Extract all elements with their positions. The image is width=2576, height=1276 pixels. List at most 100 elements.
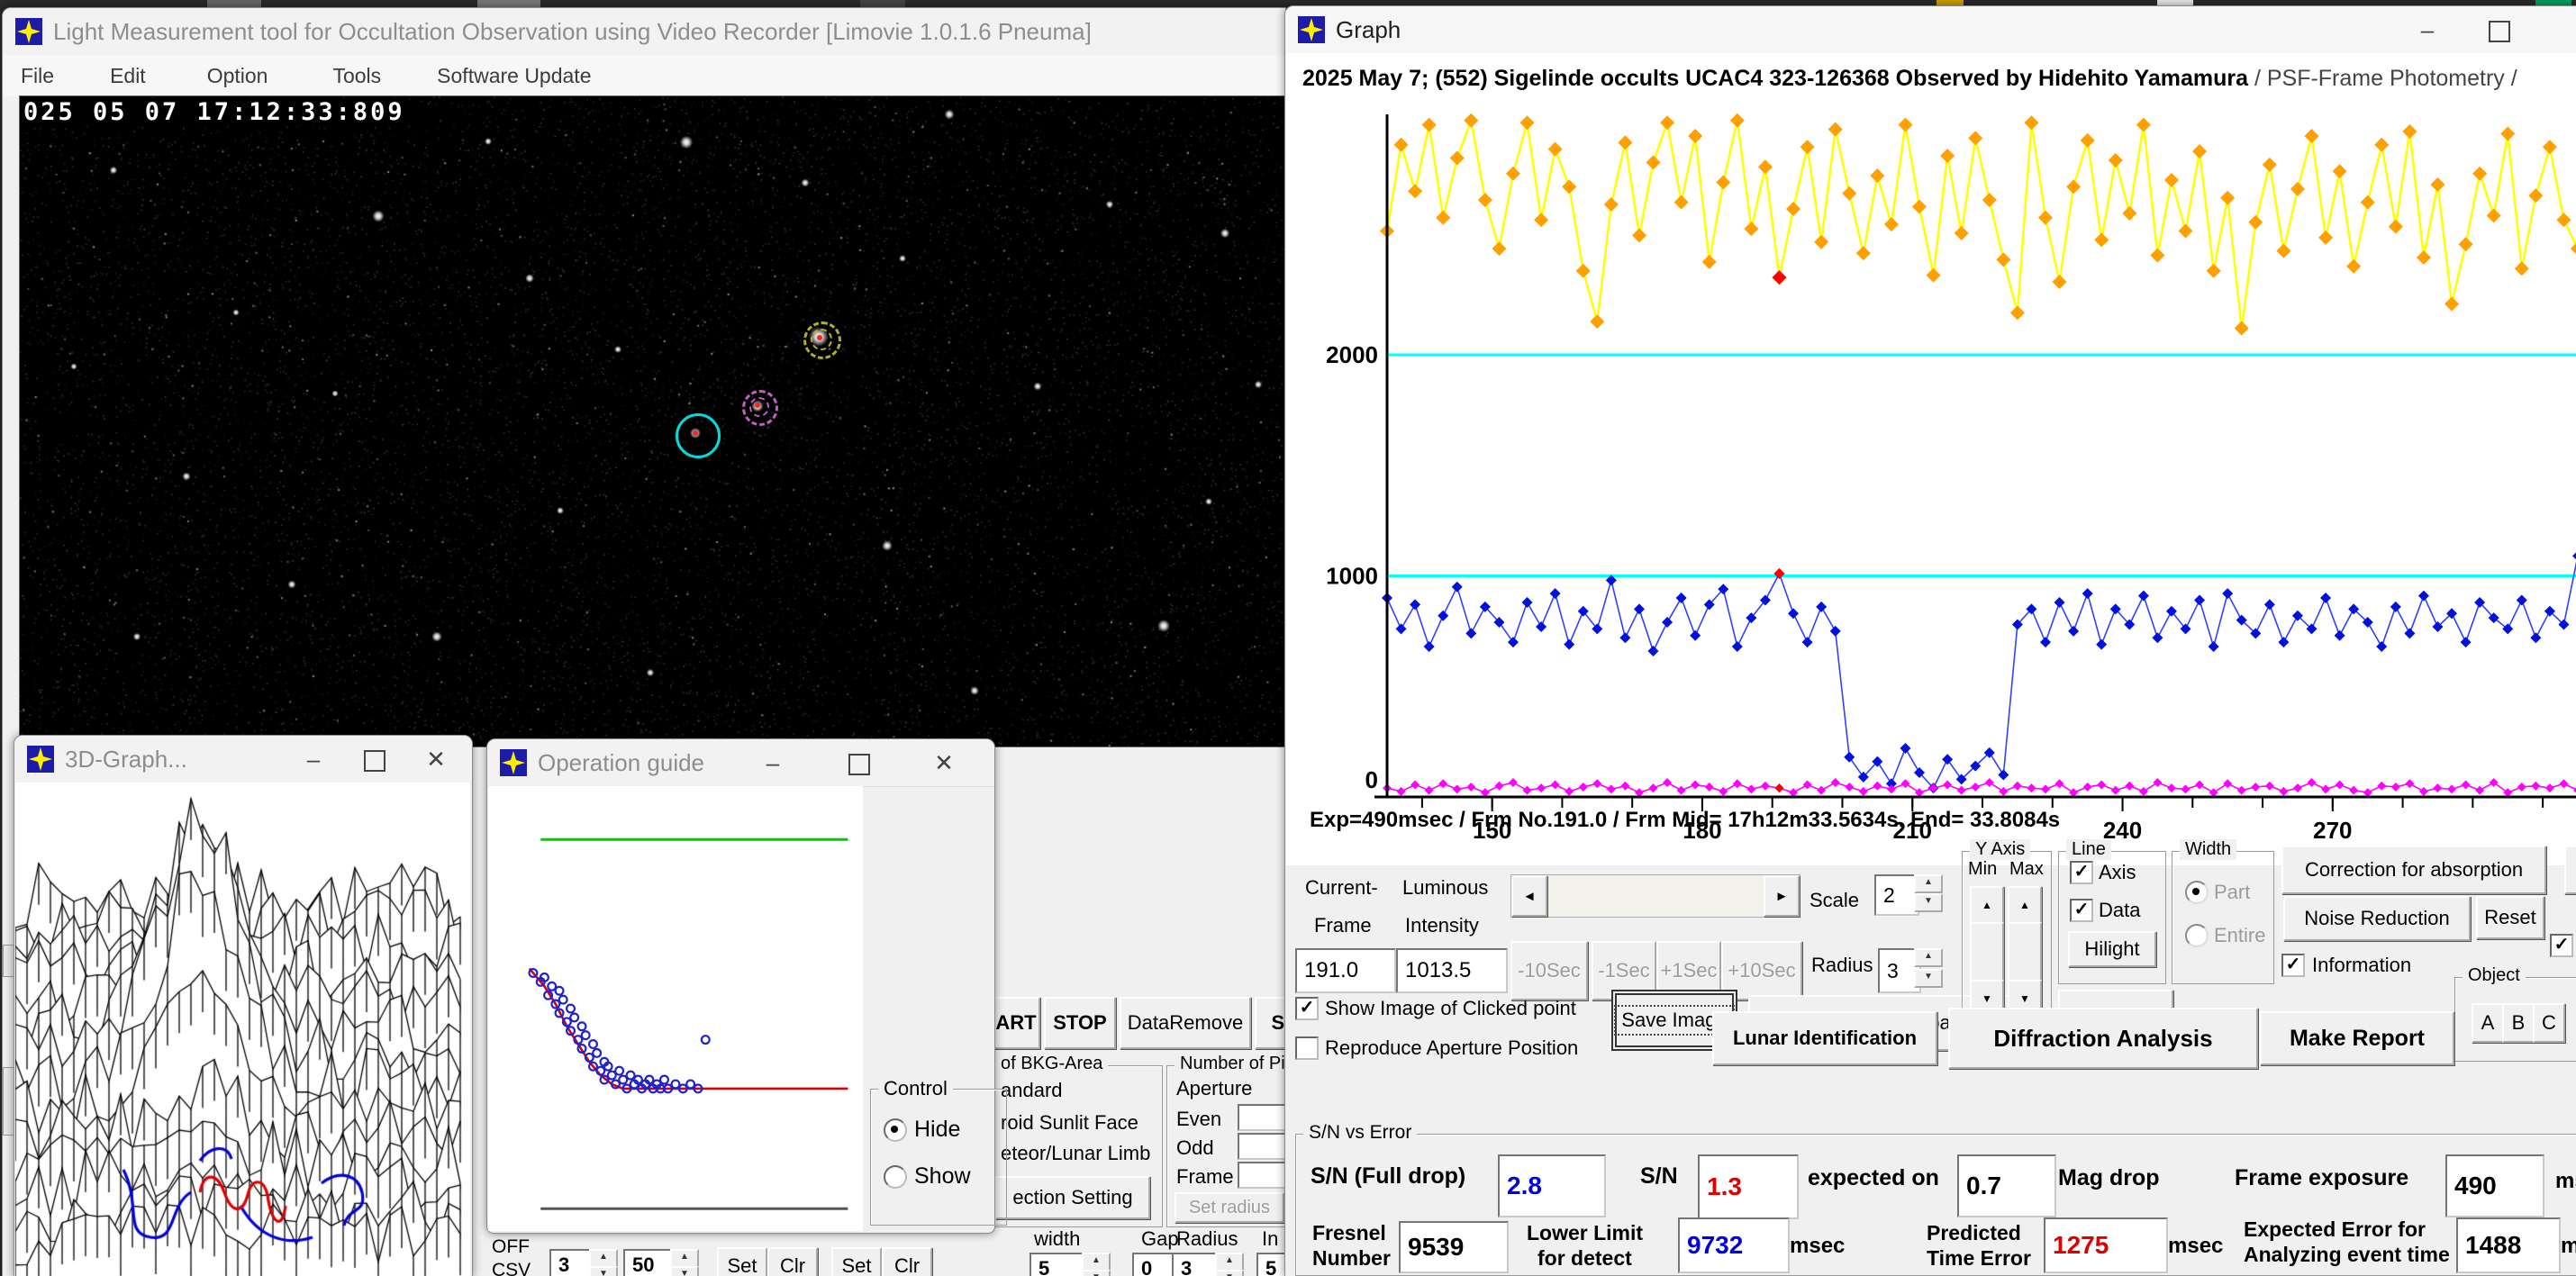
information-checkbox[interactable]: ✓: [2281, 954, 2305, 977]
current-frame-label-1: Current-: [1305, 876, 1378, 900]
graph-window: Graph – 2025 May 7; (552) Sigelinde occu…: [1284, 5, 2576, 1276]
bkg-asteroid-option[interactable]: roid Sunlit Face: [1001, 1111, 1138, 1135]
graph3d-client: [15, 783, 470, 1276]
ymin-track[interactable]: [1970, 922, 2004, 982]
graph-window-icon: [1298, 16, 1325, 43]
edge-checkbox[interactable]: ✓: [2550, 934, 2573, 957]
radius-spin-down[interactable]: ▼: [1215, 1270, 1244, 1276]
spin-b-up[interactable]: ▲: [670, 1249, 699, 1268]
lower-limit-value[interactable]: 9732: [1678, 1217, 1790, 1273]
bkg-meteor-option[interactable]: eteor/Lunar Limb: [1001, 1142, 1150, 1165]
bkg-area-group: of BKG-Area andard roid Sunlit Face eteo…: [987, 1065, 1163, 1227]
sn-full-drop-value[interactable]: 2.8: [1498, 1154, 1606, 1217]
radius-spin-down2[interactable]: ▼: [1914, 969, 1943, 988]
radius-spin-up2[interactable]: ▲: [1914, 948, 1943, 967]
menu-edit[interactable]: Edit: [101, 64, 155, 88]
reproduce-aperture-checkbox[interactable]: [1295, 1036, 1319, 1060]
opguide-window-title: Operation guide: [538, 749, 704, 777]
data-checkbox[interactable]: ✓: [2070, 899, 2093, 922]
show-radio[interactable]: [884, 1165, 907, 1189]
expected-error-value[interactable]: 1488: [2456, 1217, 2561, 1273]
cut-off-button[interactable]: [2564, 846, 2576, 894]
set-radius-button[interactable]: Set radius: [1175, 1192, 1284, 1223]
graph3d-window-title: 3D-Graph...: [65, 746, 187, 774]
frame-scrollbar[interactable]: ◄ ►: [1510, 874, 1800, 918]
scrollbar-right-arrow[interactable]: ►: [1764, 875, 1800, 917]
axis-checkbox-label: Axis: [2099, 861, 2136, 884]
fresnel-value[interactable]: 9539: [1399, 1221, 1509, 1273]
menu-file[interactable]: File: [12, 64, 63, 88]
y-axis-group-label: Y Axis: [1970, 839, 2030, 860]
scale-value[interactable]: 2: [1874, 874, 1919, 916]
menu-software-update[interactable]: Software Update: [428, 64, 600, 88]
start-button[interactable]: ART: [992, 997, 1040, 1049]
object-a-button[interactable]: A: [2472, 1003, 2504, 1043]
hide-radio[interactable]: [884, 1118, 907, 1142]
ymin-up-button[interactable]: ▲: [1970, 886, 2004, 924]
part-radio-label: Part: [2214, 881, 2250, 904]
graph3d-minimize-button[interactable]: –: [290, 741, 337, 777]
part-radio[interactable]: [2185, 881, 2209, 904]
ymax-up-button[interactable]: ▲: [2008, 886, 2042, 924]
noise-reduction-button[interactable]: Noise Reduction: [2283, 896, 2471, 941]
ymax-track[interactable]: [2008, 922, 2042, 982]
set-button-1[interactable]: Set: [717, 1247, 767, 1276]
main-titlebar[interactable]: Light Measurement tool for Occultation O…: [3, 8, 1285, 56]
menu-option[interactable]: Option: [198, 64, 277, 88]
target-aperture-ring[interactable]: [676, 413, 721, 458]
luminous-intensity-value[interactable]: 1013.5: [1396, 948, 1508, 993]
opguide-minimize-button[interactable]: –: [749, 745, 796, 781]
graph-minimize-button[interactable]: –: [2404, 12, 2451, 48]
opguide-close-button[interactable]: ✕: [921, 745, 967, 781]
lunar-identification-button[interactable]: Lunar Identification: [1712, 1011, 1937, 1065]
opguide-titlebar[interactable]: Operation guide – ✕: [487, 739, 994, 787]
bkg-standard-option[interactable]: andard: [1001, 1079, 1063, 1102]
video-frame[interactable]: 025 05 07 17:12:33:809: [19, 95, 1285, 747]
graph-titlebar[interactable]: Graph –: [1285, 6, 2576, 54]
menu-tools[interactable]: Tools: [323, 64, 390, 88]
clr-button-1[interactable]: Clr: [767, 1247, 818, 1276]
scale-spin-up[interactable]: ▲: [1914, 874, 1943, 893]
scale-spin-down[interactable]: ▼: [1914, 893, 1943, 912]
object-c-button[interactable]: C: [2533, 1003, 2565, 1043]
show-image-checkbox[interactable]: ✓: [1295, 997, 1319, 1020]
frame-exposure-value[interactable]: 490: [2445, 1154, 2544, 1217]
object-b-button[interactable]: B: [2502, 1003, 2535, 1043]
hilight-button[interactable]: Hilight: [2068, 931, 2156, 967]
current-frame-value[interactable]: 191.0: [1295, 948, 1396, 993]
light-curve-chart[interactable]: 150180210240270010002000: [1286, 98, 2576, 865]
reproduce-aperture-label: Reproduce Aperture Position: [1325, 1036, 1578, 1060]
spin-b-input[interactable]: 50: [623, 1249, 677, 1276]
minus-10sec-button[interactable]: -10Sec: [1510, 941, 1588, 1000]
sn-value[interactable]: 1.3: [1698, 1154, 1799, 1219]
opguide-maximize-button[interactable]: [836, 745, 883, 781]
width-spin-up[interactable]: ▲: [1082, 1253, 1111, 1271]
spin-b-down[interactable]: ▼: [670, 1266, 699, 1276]
predicted-time-error-value[interactable]: 1275: [2044, 1217, 2168, 1273]
svg-text:1000: 1000: [1326, 563, 1378, 590]
width-spin-down[interactable]: ▼: [1082, 1270, 1111, 1276]
axis-checkbox[interactable]: ✓: [2070, 861, 2093, 884]
radius-spin-up[interactable]: ▲: [1215, 1253, 1244, 1271]
graph3d-maximize-button[interactable]: [351, 741, 398, 777]
scrollbar-left-arrow[interactable]: ◄: [1511, 875, 1547, 917]
detection-setting-button[interactable]: ection Setting: [995, 1176, 1150, 1219]
graph3d-titlebar[interactable]: 3D-Graph... – ✕: [14, 736, 472, 783]
spin-a-up[interactable]: ▲: [589, 1249, 618, 1268]
set-button-2[interactable]: Set: [831, 1247, 882, 1276]
correction-absorption-button[interactable]: Correction for absorption: [2281, 846, 2546, 894]
starfield-canvas[interactable]: [20, 96, 1284, 747]
chart-title: 2025 May 7; (552) Sigelinde occults UCAC…: [1302, 66, 2517, 92]
expected-on-value[interactable]: 0.7: [1957, 1154, 2056, 1217]
diffraction-analysis-button[interactable]: Diffraction Analysis: [1948, 1008, 2258, 1069]
spin-a-down[interactable]: ▼: [589, 1266, 618, 1276]
width-input[interactable]: 5: [1029, 1253, 1087, 1276]
stop-button[interactable]: STOP: [1044, 997, 1116, 1049]
graph-maximize-button[interactable]: [2476, 12, 2523, 48]
make-report-button[interactable]: Make Report: [2260, 1011, 2454, 1065]
graph3d-close-button[interactable]: ✕: [413, 741, 459, 777]
dataremove-button[interactable]: DataRemove: [1120, 997, 1251, 1049]
reset-button[interactable]: Reset: [2476, 896, 2544, 939]
entire-radio[interactable]: [2185, 924, 2209, 947]
clr-button-2[interactable]: Clr: [882, 1247, 932, 1276]
